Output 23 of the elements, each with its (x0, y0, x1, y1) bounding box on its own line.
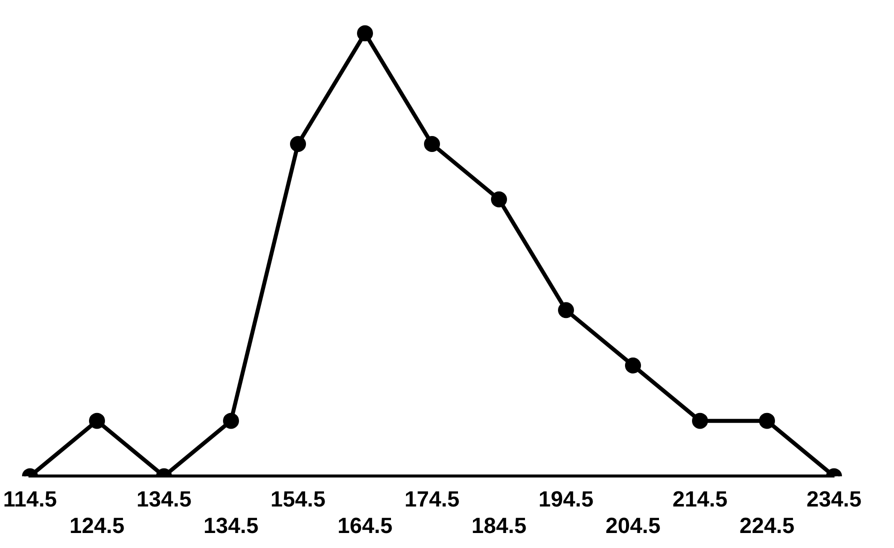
x-tick-label: 194.5 (538, 486, 594, 512)
point (223, 412, 239, 429)
point (290, 136, 306, 152)
point (89, 412, 105, 429)
x-tick-label: 174.5 (404, 486, 460, 512)
x-tick-label: 124.5 (69, 512, 125, 538)
x-tick-label: 154.5 (270, 486, 326, 512)
point (424, 136, 440, 152)
point (692, 412, 708, 429)
x-tick-label: 184.5 (471, 512, 527, 538)
point (491, 191, 507, 208)
x-tick-label: 224.5 (739, 512, 795, 538)
point (759, 412, 775, 429)
point (357, 25, 373, 42)
point (558, 302, 574, 318)
x-tick-label: 134.5 (203, 512, 259, 538)
x-tick-label: 214.5 (672, 486, 728, 512)
x-tick-label: 134.5 (136, 486, 192, 512)
x-tick-label: 114.5 (3, 486, 57, 512)
x-tick-label: 204.5 (605, 512, 661, 538)
x-tick-label: 234.5 (806, 486, 862, 512)
x-tick-label: 164.5 (337, 512, 393, 538)
point (625, 357, 641, 374)
